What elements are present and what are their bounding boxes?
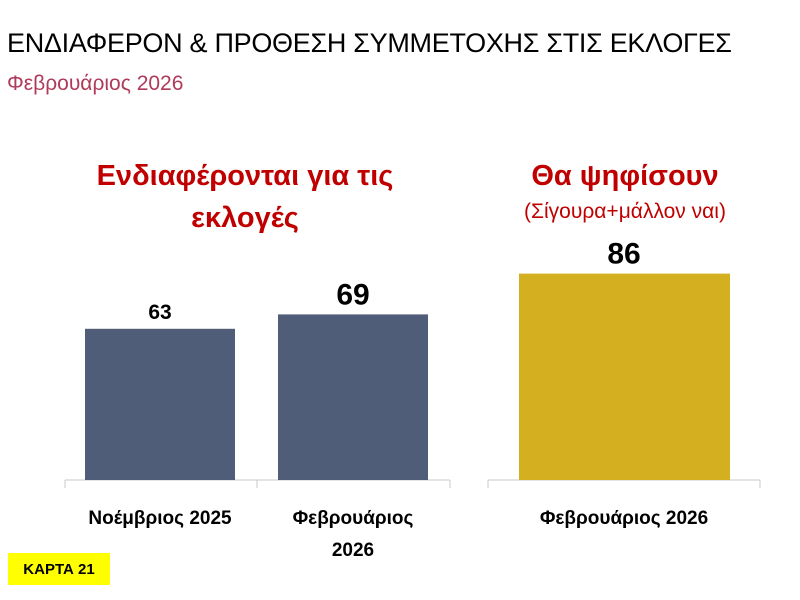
- chart-title-vote: Θα ψηφίσουν: [531, 160, 719, 192]
- page-subtitle: Φεβρουάριος 2026: [7, 72, 184, 95]
- bar-value-label: 69: [336, 278, 369, 311]
- page-title: ΕΝΔΙΑΦΕΡΟΝ & ΠΡΟΘΕΣΗ ΣΥΜΜΕΤΟΧΗΣ ΣΤΙΣ ΕΚΛ…: [7, 28, 732, 58]
- chart-interest: 63 Νοέμβριος 2025 69 Φεβρουάριος 2026: [64, 278, 451, 561]
- chart-vote: 86 Φεβρουάριος 2026: [487, 238, 761, 529]
- chart-title-interest: Ενδιαφέρονται για τις εκλογές: [96, 160, 394, 234]
- card-number-badge: ΚΑΡΤΑ 21: [8, 553, 110, 585]
- category-label: Φεβρουάριος 2026: [540, 508, 708, 529]
- category-label: Νοέμβριος 2025: [88, 508, 232, 529]
- bar: [278, 314, 428, 480]
- bar-value-label: 63: [148, 301, 171, 324]
- bar: [85, 328, 235, 480]
- bar-value-label: 86: [607, 238, 640, 271]
- chart-subtitle-vote: (Σίγουρα+μάλλον ναι): [524, 200, 726, 223]
- bar: [519, 273, 730, 480]
- category-label: Φεβρουάριος 2026: [293, 508, 414, 561]
